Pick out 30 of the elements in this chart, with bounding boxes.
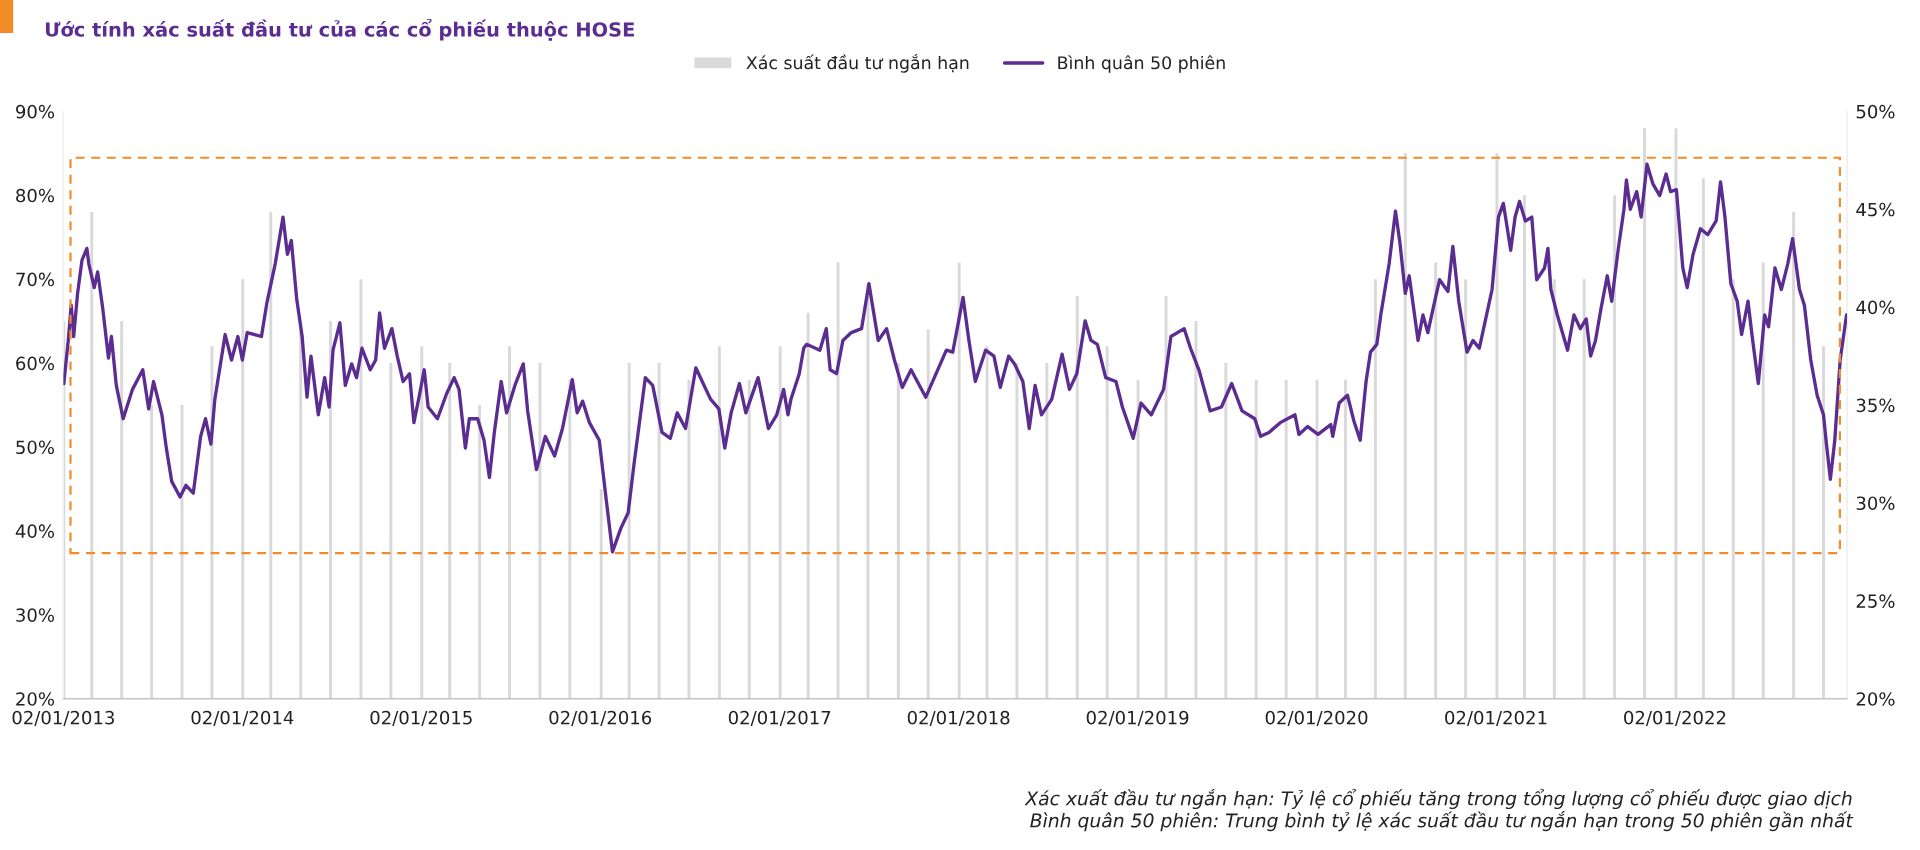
x-tick-label: 02/01/2019 bbox=[1086, 710, 1189, 726]
text: Bình quân 50 phiên: Trung bình tỷ lệ xác suất đầu tư ngắn hạn trong 50 phiên gần nhất bbox=[1030, 811, 1854, 832]
y-tick-label: 40% bbox=[15, 524, 55, 538]
y2-tick-label: 45% bbox=[1856, 202, 1895, 217]
y-tick-label: 80% bbox=[16, 188, 55, 203]
y2-tick-label: 35% bbox=[1856, 398, 1895, 413]
y2-tick-label: 20% bbox=[1856, 692, 1895, 706]
text: Xác xuất đầu tư ngắn hạn: Tỷ lệ cổ phiếu tăng trong tổng lượng cổ phiếu được giao dịch bbox=[1024, 788, 1852, 810]
legend-label: Xác suất đầu tư ngắn hạn bbox=[746, 53, 969, 73]
x-tick-label: 02/01/2018 bbox=[907, 710, 1010, 726]
y2-tick-label: 30% bbox=[1856, 496, 1895, 511]
x-tick-label: 02/01/2017 bbox=[728, 710, 831, 726]
x-tick-label: 02/01/2013 bbox=[12, 710, 114, 726]
y-tick-label: 50% bbox=[16, 440, 55, 455]
y2-tick-label: 40% bbox=[1856, 300, 1895, 315]
y-tick-label: 20% bbox=[16, 692, 55, 706]
chart-title: Ước tính xác suất đầu tư của các cổ phiếu thuộc HOSE bbox=[45, 18, 634, 41]
x-tick-label: 02/01/2021 bbox=[1445, 710, 1547, 726]
x-tick-label: 02/01/2014 bbox=[191, 710, 294, 726]
x-tick-label: 02/01/2022 bbox=[1624, 710, 1726, 726]
x-tick-label: 02/01/2015 bbox=[370, 710, 472, 726]
y2-tick-label: 25% bbox=[1856, 594, 1895, 608]
legend-label: Bình quân 50 phiên bbox=[1058, 55, 1225, 73]
x-tick-label: 02/01/2020 bbox=[1265, 710, 1368, 726]
y2-tick-label: 50% bbox=[1856, 104, 1895, 119]
y-tick-label: 60% bbox=[16, 356, 55, 371]
y-tick-label: 70% bbox=[16, 272, 55, 287]
y-tick-label: 30% bbox=[16, 608, 55, 622]
x-tick-label: 02/01/2016 bbox=[549, 710, 652, 726]
y-tick-label: 90% bbox=[16, 104, 55, 119]
